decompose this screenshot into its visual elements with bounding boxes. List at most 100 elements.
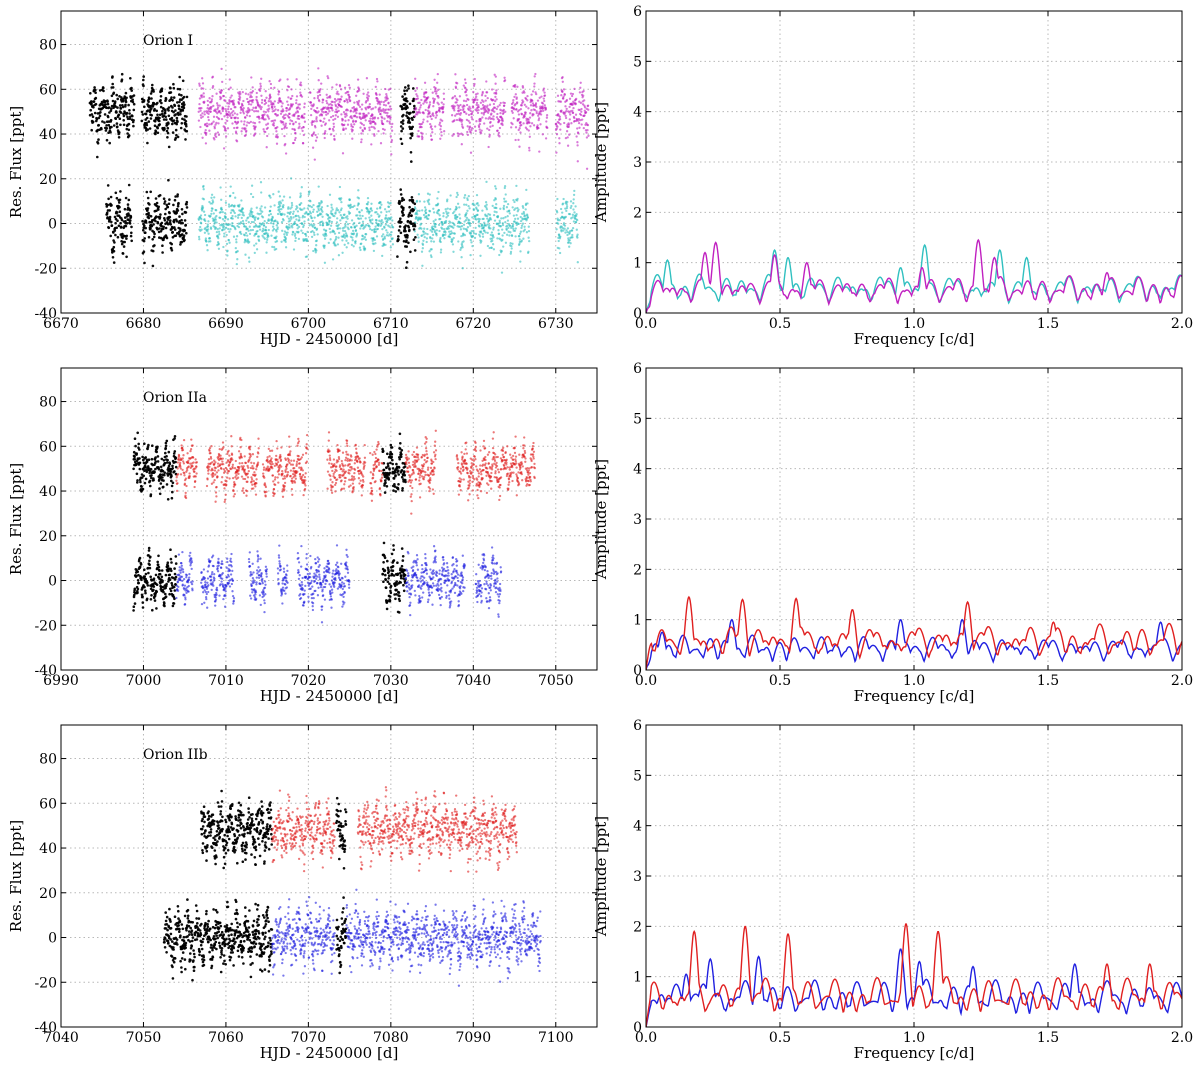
data-point	[535, 92, 538, 96]
data-point	[432, 105, 435, 108]
data-point	[575, 214, 578, 218]
data-point	[164, 115, 167, 119]
data-point	[578, 126, 581, 129]
data-point	[391, 226, 395, 229]
data-point	[165, 461, 169, 464]
data-point	[515, 184, 518, 188]
data-point	[232, 489, 235, 493]
data-point	[381, 116, 384, 120]
data-point	[433, 90, 437, 93]
data-point	[197, 218, 201, 221]
data-point	[416, 209, 419, 212]
data-point	[417, 135, 421, 138]
data-point	[371, 222, 374, 225]
data-point	[480, 94, 484, 97]
data-point	[503, 79, 507, 82]
data-point	[347, 90, 350, 94]
data-point	[432, 207, 435, 210]
data-point	[421, 136, 424, 139]
data-point	[130, 239, 133, 243]
data-point	[252, 467, 255, 470]
data-point	[208, 97, 211, 100]
data-point	[413, 230, 416, 233]
data-point	[373, 116, 377, 119]
data-point	[427, 214, 430, 217]
data-point	[248, 260, 251, 263]
data-point	[431, 237, 434, 240]
data-point	[569, 92, 573, 95]
data-point	[246, 121, 249, 124]
data-point	[573, 119, 576, 123]
data-point	[207, 115, 210, 119]
data-point	[411, 118, 414, 121]
data-point	[123, 207, 127, 211]
data-point	[399, 125, 403, 128]
data-point	[573, 87, 576, 91]
data-point	[272, 103, 275, 106]
data-point	[273, 86, 276, 89]
data-point	[153, 107, 156, 111]
data-point	[406, 100, 409, 103]
data-point	[487, 145, 490, 149]
data-point	[329, 115, 333, 119]
data-point	[570, 229, 574, 232]
data-point	[120, 242, 124, 246]
data-point	[452, 226, 455, 229]
data-point	[572, 100, 575, 103]
data-point	[482, 217, 485, 221]
data-point	[205, 122, 209, 125]
data-point	[523, 115, 526, 118]
data-point	[154, 215, 158, 218]
data-point	[225, 110, 228, 113]
data-point	[233, 126, 236, 130]
data-point	[124, 100, 128, 104]
data-point	[397, 229, 401, 232]
data-point	[430, 230, 434, 233]
data-point	[457, 107, 460, 110]
data-point	[112, 249, 116, 253]
data-point	[500, 217, 503, 220]
data-point	[215, 209, 218, 212]
data-point	[465, 203, 468, 206]
data-point	[233, 112, 236, 115]
data-point	[141, 455, 144, 459]
data-point	[149, 493, 153, 496]
data-point	[289, 211, 292, 214]
data-point	[158, 194, 162, 197]
data-point	[333, 97, 337, 101]
data-point	[573, 189, 576, 193]
data-point	[401, 95, 404, 98]
data-point	[399, 455, 403, 459]
data-point	[149, 117, 153, 120]
data-point	[409, 151, 413, 154]
data-point	[327, 241, 330, 245]
data-point	[296, 206, 299, 209]
data-point	[430, 138, 434, 141]
data-point	[239, 221, 243, 224]
data-point	[220, 67, 223, 71]
data-point	[164, 98, 168, 101]
data-point	[450, 230, 453, 233]
data-point	[167, 202, 171, 206]
data-point	[302, 126, 305, 129]
data-point	[372, 236, 375, 240]
data-point	[245, 129, 248, 132]
data-point	[280, 207, 283, 211]
y-tick-label: -20	[34, 261, 57, 277]
data-point	[481, 224, 484, 227]
data-point	[399, 231, 403, 235]
data-point	[150, 224, 154, 228]
data-point	[529, 112, 532, 115]
data-point	[472, 229, 475, 233]
data-point	[213, 127, 216, 130]
data-point	[174, 456, 178, 460]
data-point	[128, 112, 131, 115]
data-point	[207, 472, 210, 475]
data-point	[512, 227, 515, 230]
data-point	[229, 96, 232, 99]
data-point	[272, 227, 276, 231]
data-point	[339, 219, 342, 222]
data-point	[132, 124, 135, 128]
data-point	[375, 221, 378, 224]
